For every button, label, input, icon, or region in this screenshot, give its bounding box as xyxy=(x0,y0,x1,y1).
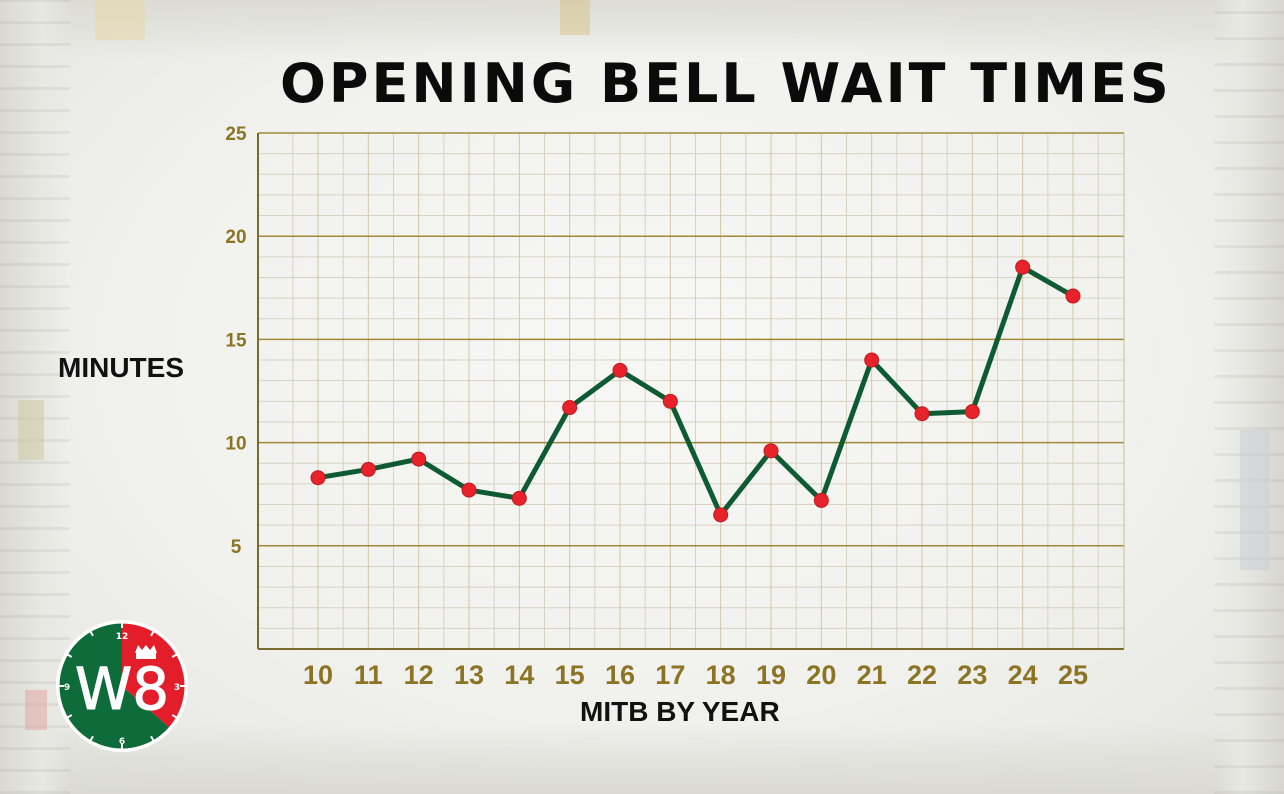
x-tick-label: 17 xyxy=(655,660,685,690)
marker-layer xyxy=(310,259,1081,523)
data-point xyxy=(713,507,729,523)
y-tick-label: 20 xyxy=(225,227,246,248)
x-tick-label: 25 xyxy=(1058,660,1088,690)
y-tick-labels: 5 10 15 20 25 xyxy=(225,124,247,558)
x-tick-label: 11 xyxy=(354,660,383,690)
x-tick-label: 18 xyxy=(706,660,736,690)
axes xyxy=(257,133,1125,650)
minor-gridlines xyxy=(258,133,1124,649)
data-point xyxy=(411,451,427,467)
dial-number-6: 6 xyxy=(119,737,125,747)
data-point xyxy=(1015,259,1031,275)
x-tick-label: 23 xyxy=(957,660,987,690)
x-tick-label: 12 xyxy=(404,660,434,690)
chart-title: OPENING BELL WAIT TIMES xyxy=(280,52,1172,115)
y-axis-label: MINUTES xyxy=(58,352,184,383)
data-point xyxy=(1065,288,1081,304)
data-point xyxy=(964,404,980,420)
data-point xyxy=(914,406,930,422)
x-tick-label: 13 xyxy=(454,660,484,690)
x-axis-label: MITB BY YEAR xyxy=(580,696,780,727)
x-tick-label: 19 xyxy=(756,660,786,690)
data-point xyxy=(310,470,326,486)
hourglass-crown-icon xyxy=(135,645,157,659)
x-tick-labels: 10 11 12 13 14 15 16 17 18 19 20 21 22 23 24 25 xyxy=(303,660,1088,690)
x-tick-label: 20 xyxy=(806,660,836,690)
data-point xyxy=(813,492,829,508)
y-tick-label: 15 xyxy=(225,330,247,351)
data-point xyxy=(511,490,527,506)
dial-number-9: 9 xyxy=(64,683,70,693)
x-tick-label: 22 xyxy=(907,660,937,690)
series-layer xyxy=(315,264,1076,518)
dial-number-12: 12 xyxy=(116,632,129,642)
data-point xyxy=(763,443,779,459)
x-tick-label: 10 xyxy=(303,660,333,690)
data-point xyxy=(461,482,477,498)
x-tick-label: 24 xyxy=(1008,660,1038,690)
data-point xyxy=(864,352,880,368)
data-point xyxy=(662,393,678,409)
data-point xyxy=(360,461,376,477)
y-tick-label: 5 xyxy=(231,537,242,558)
x-tick-label: 16 xyxy=(605,660,635,690)
y-tick-label: 25 xyxy=(225,124,247,145)
w8-clock-logo: 12 3 6 9 W8 xyxy=(53,617,191,755)
x-tick-label: 15 xyxy=(555,660,585,690)
logo-wordmark: W8 xyxy=(75,655,169,723)
dial-number-3: 3 xyxy=(174,683,180,693)
series-line xyxy=(315,264,1076,518)
y-tick-label: 10 xyxy=(225,434,246,455)
x-tick-label: 21 xyxy=(857,660,887,690)
x-tick-label: 14 xyxy=(504,660,534,690)
data-point xyxy=(562,400,578,416)
data-point xyxy=(612,362,628,378)
